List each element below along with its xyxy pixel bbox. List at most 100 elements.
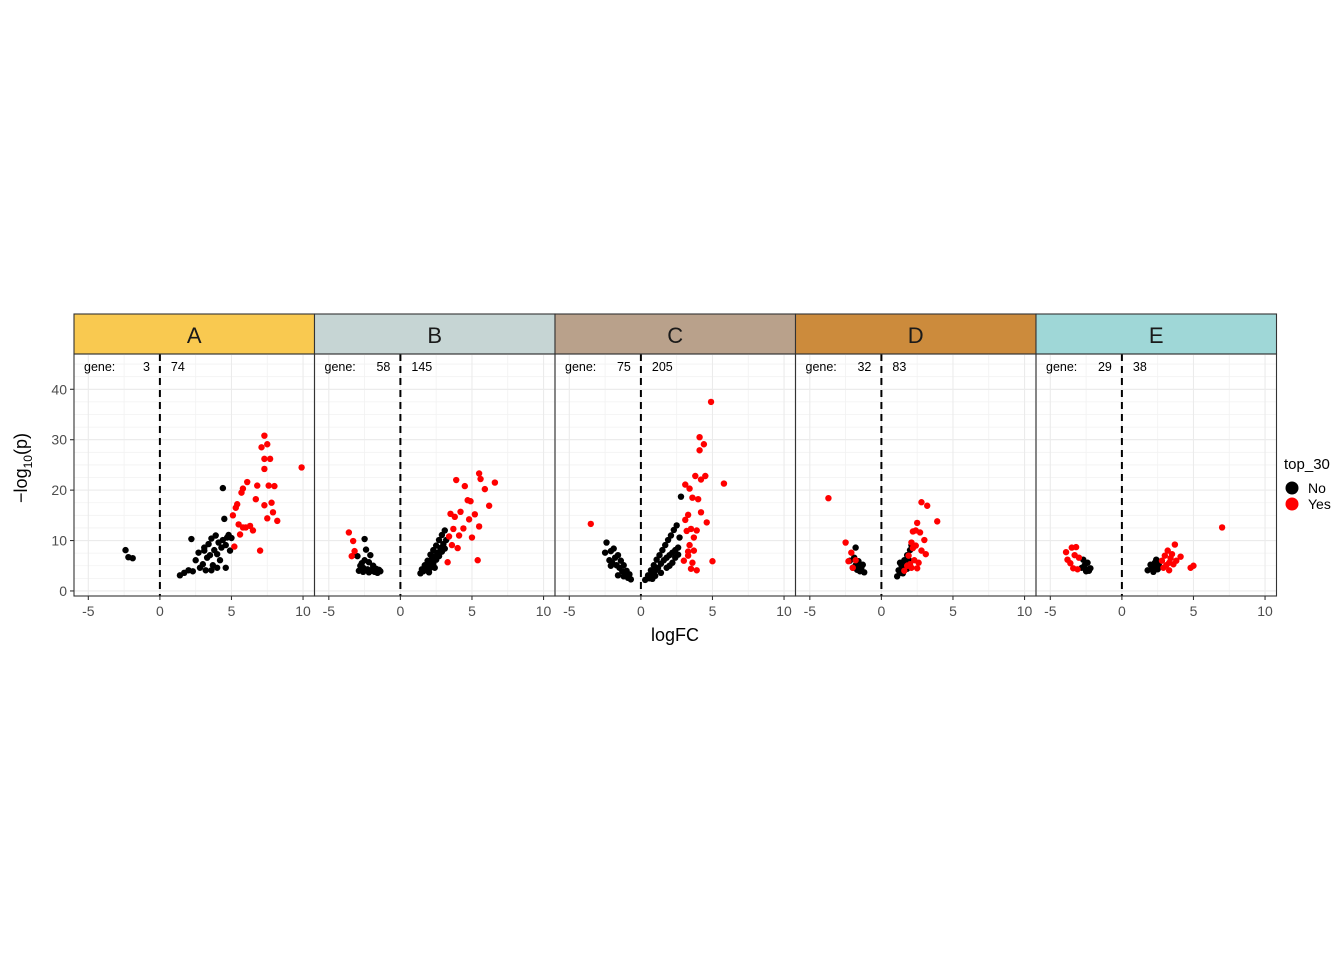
x-axis-title: logFC <box>651 625 699 645</box>
x-tick-label: -5 <box>323 603 336 619</box>
panel-strip-label: C <box>667 323 683 348</box>
gene-label: gene: <box>806 360 837 374</box>
data-point-yes <box>451 513 458 521</box>
data-point-yes <box>686 485 693 492</box>
panel-strip-label: E <box>1149 323 1164 348</box>
data-point-yes <box>707 398 715 406</box>
legend-key-yes <box>1285 497 1299 511</box>
data-point-yes <box>271 482 278 490</box>
data-point-yes <box>909 544 917 552</box>
data-point-no <box>359 568 367 575</box>
data-point-no <box>188 535 195 543</box>
data-point-yes <box>239 524 247 531</box>
data-point-yes <box>1072 543 1080 551</box>
data-point-yes <box>258 444 265 451</box>
x-tick-label: 10 <box>1017 603 1033 619</box>
data-point-no <box>202 567 209 574</box>
data-point-no <box>673 522 680 529</box>
data-point-yes <box>921 536 928 544</box>
x-tick-label: 10 <box>295 603 311 619</box>
data-point-no <box>607 562 615 569</box>
data-point-no <box>614 551 622 559</box>
data-point-yes <box>825 494 832 502</box>
data-point-no <box>861 569 868 576</box>
data-point-yes <box>696 433 703 441</box>
x-tick-label: -5 <box>563 603 576 619</box>
data-point-no <box>627 576 635 583</box>
data-point-yes <box>453 476 460 484</box>
data-point-no <box>219 484 227 492</box>
data-point-yes <box>231 543 238 550</box>
data-point-yes <box>1075 554 1083 561</box>
data-point-no <box>206 551 214 559</box>
data-point-yes <box>915 559 922 566</box>
data-point-no <box>189 568 197 575</box>
gene-label: gene: <box>325 360 356 374</box>
data-point-yes <box>450 525 457 533</box>
x-tick-label: 0 <box>156 603 164 619</box>
data-point-yes <box>349 537 357 545</box>
panel-border <box>1035 353 1278 597</box>
data-point-yes <box>1158 557 1166 564</box>
data-point-yes <box>697 509 705 516</box>
y-tick-label: 40 <box>51 381 67 397</box>
data-point-yes <box>709 558 716 565</box>
data-point-no <box>649 575 656 583</box>
data-point-no <box>361 535 368 543</box>
data-point-yes <box>905 552 912 559</box>
x-tick-label: 0 <box>637 603 645 619</box>
gene-count-up: 74 <box>171 360 185 374</box>
legend-title: top_30 <box>1284 456 1330 473</box>
data-point-yes <box>474 557 481 564</box>
data-point-yes <box>445 533 453 540</box>
data-point-no <box>656 551 663 559</box>
gene-count-down: 75 <box>617 360 631 374</box>
x-tick-label: 10 <box>1257 603 1273 619</box>
data-point-yes <box>693 527 700 534</box>
data-point-no <box>195 549 202 556</box>
data-point-yes <box>477 475 484 483</box>
x-tick-label: 5 <box>709 603 717 619</box>
data-point-no <box>192 557 199 564</box>
y-tick-label: 10 <box>51 533 67 549</box>
data-point-yes <box>261 502 268 509</box>
panel-strip-label: D <box>908 323 924 348</box>
gene-label: gene: <box>1046 360 1077 374</box>
data-point-no <box>896 559 904 566</box>
data-point-yes <box>687 565 695 572</box>
y-tick-label: 0 <box>59 583 67 599</box>
data-point-yes <box>686 541 693 549</box>
panel-strip <box>554 313 797 355</box>
data-point-yes <box>261 455 268 463</box>
data-point-yes <box>1161 552 1169 559</box>
data-point-yes <box>680 557 688 564</box>
x-tick-label: 10 <box>536 603 552 619</box>
data-point-no <box>226 547 234 554</box>
panel-strip-label: B <box>427 323 442 348</box>
data-point-yes <box>924 502 931 509</box>
data-point-yes <box>475 470 483 477</box>
data-point-no <box>614 572 622 579</box>
data-point-yes <box>298 464 305 471</box>
panel-strip <box>313 313 556 355</box>
y-axis-title: −log10(p) <box>11 433 35 503</box>
data-point-yes <box>692 472 699 480</box>
panel-strip-label: A <box>187 323 202 348</box>
gene-count-down: 32 <box>857 360 871 374</box>
data-point-no <box>129 554 136 562</box>
data-point-yes <box>1164 547 1171 554</box>
gene-count-down: 58 <box>376 360 390 374</box>
legend-key-no <box>1285 481 1299 495</box>
data-point-no <box>213 564 221 571</box>
data-point-no <box>208 567 215 574</box>
data-point-yes <box>913 519 921 527</box>
data-point-yes <box>264 515 271 522</box>
data-point-yes <box>703 519 710 526</box>
data-point-yes <box>682 516 689 524</box>
data-point-yes <box>236 531 244 538</box>
data-point-no <box>610 545 617 552</box>
x-tick-label: -5 <box>1044 603 1057 619</box>
y-tick-label: 30 <box>51 432 67 448</box>
